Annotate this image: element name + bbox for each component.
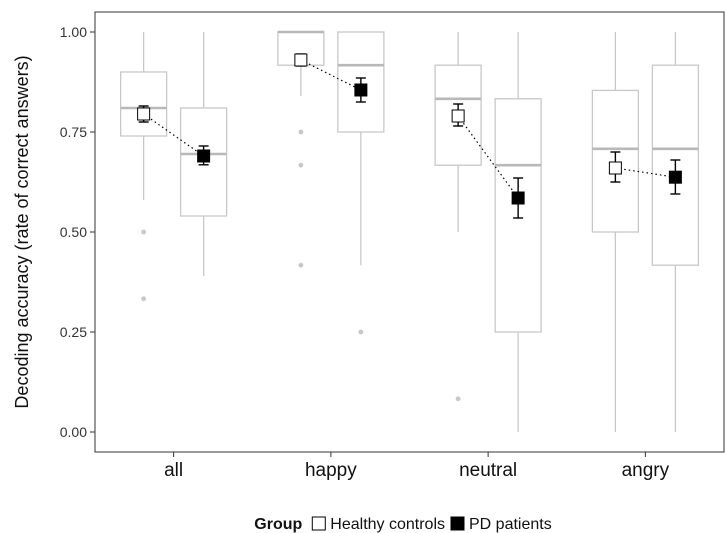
mean-marker: [354, 83, 368, 97]
legend-title: Group: [254, 516, 302, 533]
mean-connector: [615, 167, 676, 178]
y-tick-label: 1.00: [60, 24, 87, 40]
legend-label: PD patients: [469, 516, 552, 533]
outlier-point: [455, 396, 461, 402]
legend: Group Healthy controls PD patients: [254, 516, 551, 533]
mean-connector: [457, 115, 519, 199]
outlier-point: [298, 129, 304, 135]
x-tick-label: happy: [305, 460, 357, 481]
mean-marker: [197, 149, 211, 163]
y-tick-label: 0.25: [60, 324, 87, 340]
y-tick-label: 0.75: [60, 124, 87, 140]
y-axis-title: Decoding accuracy (rate of correct answe…: [12, 55, 32, 408]
mean-marker: [668, 170, 682, 184]
mean-marker: [608, 161, 622, 175]
mean-marker: [294, 53, 308, 67]
legend-label: Healthy controls: [330, 516, 445, 533]
axis-layer: 0.00 0.25 0.50 0.75 1.00 all happy neutral angry…: [12, 24, 670, 481]
outlier-point: [358, 329, 364, 335]
mean-marker: [451, 109, 465, 123]
y-tick-label: 0.00: [60, 424, 87, 440]
y-tick-label: 0.50: [60, 224, 87, 240]
outlier-point: [298, 262, 304, 268]
x-tick-label: angry: [622, 460, 670, 481]
mean-marker: [137, 107, 151, 121]
mean-connector: [143, 113, 204, 157]
mean-layer: [137, 53, 682, 219]
legend-swatch: [450, 516, 465, 531]
outlier-point: [141, 296, 147, 302]
mean-marker: [511, 191, 525, 205]
box: [119, 71, 168, 137]
x-tick-label: all: [164, 460, 183, 481]
x-tick-label: neutral: [459, 460, 517, 481]
legend-swatch: [311, 516, 326, 531]
outlier-point: [298, 162, 304, 168]
outlier-point: [141, 229, 147, 235]
